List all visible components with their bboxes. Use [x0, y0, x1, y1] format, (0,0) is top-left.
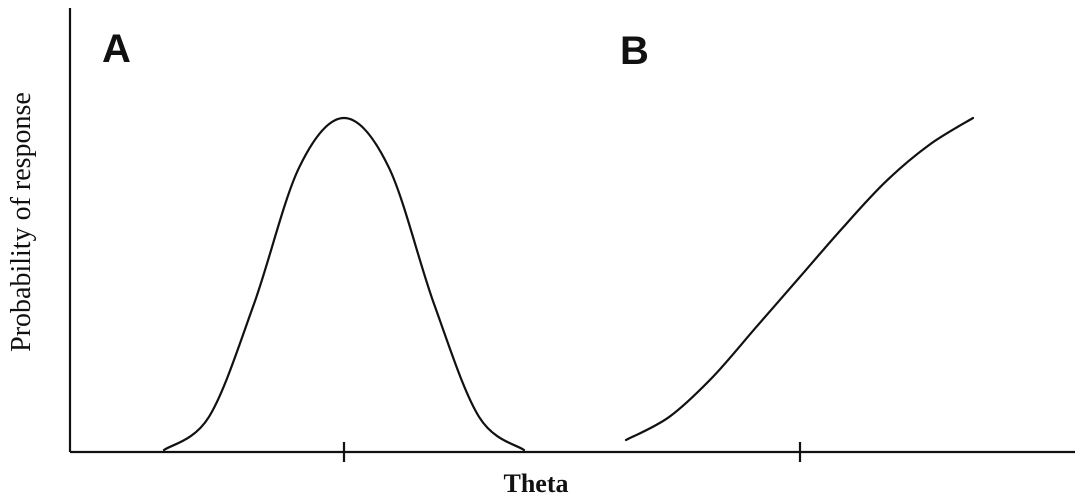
- series-line-b: [624, 116, 975, 442]
- panel-label-b: B: [620, 29, 649, 73]
- panel-label-a: A: [102, 27, 131, 71]
- y-axis-label: Probability of response: [6, 92, 37, 352]
- series-line-a: [162, 116, 526, 452]
- x-axis-label: Theta: [504, 469, 569, 498]
